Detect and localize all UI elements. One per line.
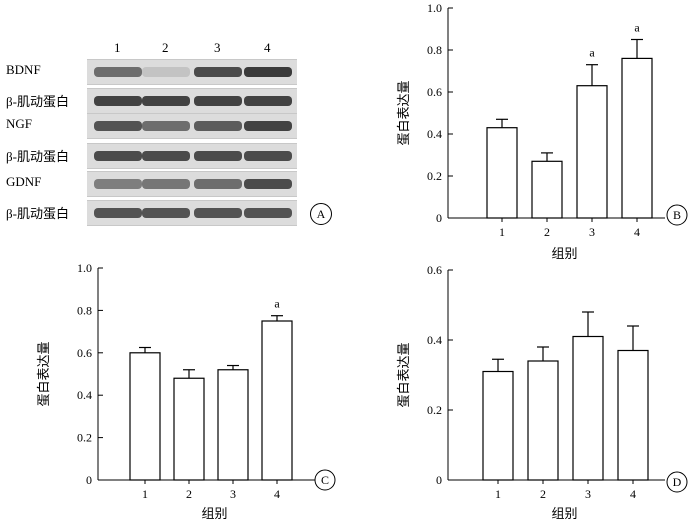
blot-band [94, 151, 142, 161]
bar [527, 360, 559, 481]
blot-band [94, 121, 142, 131]
bar [572, 335, 604, 481]
y-tick-label: 0 [436, 211, 442, 225]
blot-band [94, 179, 142, 189]
x-tick-label: 4 [630, 487, 636, 501]
bar [486, 127, 518, 219]
panel-letter: D [673, 475, 682, 489]
x-tick-label: 3 [230, 487, 236, 501]
blot-row-label: GDNF [6, 174, 42, 189]
y-tick-label: 0 [436, 473, 442, 487]
y-tick-label: 0.6 [427, 85, 442, 99]
y-tick-label: 0.4 [427, 127, 442, 141]
blot-lane-number: 1 [114, 40, 121, 55]
significance-label: a [589, 46, 595, 60]
x-tick-label: 4 [634, 225, 640, 239]
blot-band [194, 179, 242, 189]
blot-lane-number: 4 [264, 40, 271, 55]
y-axis-title: 蛋白表达量 [36, 341, 51, 406]
x-tick-label: 1 [142, 487, 148, 501]
blot-band [142, 121, 190, 131]
y-tick-label: 0.6 [427, 263, 442, 277]
x-tick-label: 2 [540, 487, 546, 501]
blot-band [94, 67, 142, 77]
blot-band [244, 208, 292, 218]
bar [217, 369, 249, 481]
blot-strip [87, 113, 297, 139]
bar [617, 349, 649, 481]
blot-lane-number: 3 [214, 40, 221, 55]
significance-label: a [634, 21, 640, 35]
y-tick-label: 0.4 [77, 388, 92, 402]
blot-band [94, 96, 142, 106]
blot-band [244, 151, 292, 161]
panel-letter-a: A [310, 203, 332, 225]
x-tick-label: 3 [585, 487, 591, 501]
y-tick-label: 0.2 [427, 403, 442, 417]
x-tick-label: 1 [499, 225, 505, 239]
bar [621, 57, 653, 219]
blot-band [142, 151, 190, 161]
blot-strip [87, 200, 297, 226]
y-tick-label: 1.0 [77, 261, 92, 275]
bar [531, 160, 563, 219]
blot-band [94, 208, 142, 218]
bar [576, 85, 608, 219]
blot-strip [87, 171, 297, 197]
x-axis-title: 组别 [551, 506, 577, 521]
blot-strip [87, 143, 297, 169]
blot-band [142, 179, 190, 189]
blot-band [244, 67, 292, 77]
panel-letter-circle [314, 469, 336, 491]
y-tick-label: 0.8 [427, 43, 442, 57]
bar [129, 352, 161, 481]
blot-row-label: NGF [6, 116, 33, 131]
blot-band [194, 96, 242, 106]
blot-band [244, 96, 292, 106]
x-axis-title: 组别 [201, 506, 227, 521]
x-tick-label: 2 [544, 225, 550, 239]
y-tick-label: 0.4 [427, 333, 442, 347]
bar [482, 370, 514, 481]
y-tick-label: 0.8 [77, 303, 92, 317]
y-tick-label: 0.2 [427, 169, 442, 183]
x-axis-title: 组别 [551, 246, 577, 261]
blot-band [194, 121, 242, 131]
panel-letter-circle [666, 471, 688, 493]
blot-strip [87, 88, 297, 114]
blot-band [142, 96, 190, 106]
y-tick-label: 0.2 [77, 431, 92, 445]
y-tick-label: 1.0 [427, 1, 442, 15]
blot-row-label: β-肌动蛋白 [6, 94, 69, 109]
panel-letter-circle [666, 204, 688, 226]
blot-band [142, 67, 190, 77]
blot-band [142, 208, 190, 218]
blot-band [194, 208, 242, 218]
y-axis-title: 蛋白表达量 [396, 342, 411, 407]
blot-band [244, 121, 292, 131]
significance-label: a [274, 297, 280, 311]
blot-band [194, 67, 242, 77]
blot-row-label: BDNF [6, 62, 41, 77]
x-tick-label: 4 [274, 487, 280, 501]
blot-band [244, 179, 292, 189]
bar [261, 320, 293, 481]
bar [173, 377, 205, 481]
y-axis-title: 蛋白表达量 [396, 80, 411, 145]
blot-row-label: β-肌动蛋白 [6, 149, 69, 164]
y-tick-label: 0.6 [77, 346, 92, 360]
blot-band [194, 151, 242, 161]
blot-lane-number: 2 [162, 40, 169, 55]
panel-letter: B [673, 208, 681, 222]
x-tick-label: 2 [186, 487, 192, 501]
x-tick-label: 1 [495, 487, 501, 501]
blot-strip [87, 59, 297, 85]
x-tick-label: 3 [589, 225, 595, 239]
panel-letter: C [321, 473, 329, 487]
blot-row-label: β-肌动蛋白 [6, 206, 69, 221]
y-tick-label: 0 [86, 473, 92, 487]
